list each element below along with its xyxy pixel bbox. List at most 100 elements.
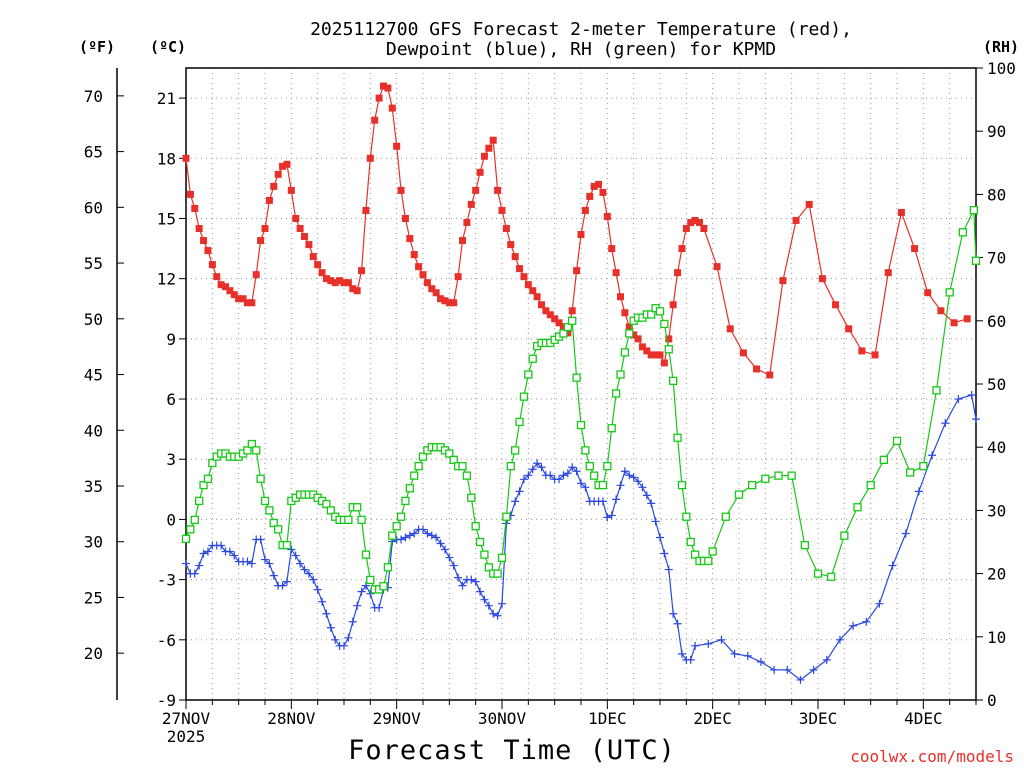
temperature-point: [924, 289, 932, 297]
rh-point: [559, 329, 568, 338]
temperature-point: [656, 351, 664, 359]
temperature-point: [445, 299, 453, 307]
fahrenheit-tick-label: 40: [84, 421, 103, 440]
dewpoint-point: [432, 533, 441, 542]
temperature-point: [208, 261, 216, 269]
temperature-point: [660, 359, 668, 367]
dewpoint-point: [555, 475, 564, 484]
temperature-point: [897, 208, 905, 216]
rh-point: [366, 575, 375, 585]
rh-point: [813, 569, 823, 578]
dewpoint-point: [704, 639, 713, 648]
dewpoint-point: [651, 517, 660, 526]
temperature-point: [393, 142, 401, 150]
dewpoint-point: [401, 533, 410, 542]
temperature-point: [182, 154, 190, 162]
rh-point: [945, 288, 954, 297]
dewpoint-point: [603, 513, 612, 522]
rh-point: [480, 550, 489, 559]
dewpoint-point: [972, 415, 980, 424]
temperature-point: [230, 291, 238, 299]
temperature-point: [603, 212, 611, 220]
dewpoint-point: [256, 535, 265, 544]
rh-point: [879, 455, 888, 464]
temperature-point: [595, 180, 603, 188]
rh-point: [677, 480, 687, 490]
temperature-point: [792, 216, 800, 224]
dewpoint-point: [537, 463, 546, 472]
temperature-point: [559, 323, 567, 331]
dewpoint-point: [941, 419, 950, 428]
dewpoint-point: [445, 553, 454, 562]
dewpoint-point: [656, 533, 664, 542]
rh-point: [669, 376, 678, 385]
dewpoint-point: [638, 483, 647, 492]
rh-point: [243, 446, 252, 455]
dewpoint-point: [835, 635, 844, 644]
temperature-point: [845, 325, 853, 333]
temperature-point: [375, 94, 383, 102]
dewpoint-point: [247, 559, 256, 568]
temperature-point: [270, 182, 278, 190]
dewpoint-point: [467, 575, 476, 584]
temperature-point: [467, 200, 475, 208]
dewpoint-point: [625, 471, 634, 480]
dewpoint-point: [190, 569, 199, 578]
temperature-point: [200, 237, 208, 245]
temperature-point: [186, 190, 194, 198]
rh-point: [620, 348, 630, 357]
x-tick-label: 3DEC: [799, 709, 838, 728]
rh-point: [704, 556, 713, 566]
temperature-point: [362, 206, 370, 214]
rh-point: [353, 503, 362, 512]
series-celsius: [182, 391, 980, 684]
rh-point: [405, 484, 414, 493]
temperature-point: [358, 267, 366, 275]
dewpoint-point: [313, 585, 322, 594]
dewpoint-point: [353, 601, 362, 610]
dewpoint-point: [269, 571, 278, 580]
temperature-point: [353, 287, 361, 295]
dewpoint-point: [427, 531, 436, 540]
rh-tick-label: 20: [987, 565, 1006, 584]
dewpoint-point: [484, 601, 493, 610]
dewpoint-point: [546, 471, 555, 480]
temperature-point: [463, 218, 471, 226]
dewpoint-point: [901, 529, 910, 538]
temperature-point: [252, 271, 260, 279]
temperature-point: [911, 245, 919, 253]
temperature-point: [963, 315, 971, 323]
temperature-point: [805, 200, 813, 208]
rh-point: [906, 468, 915, 477]
celsius-tick-label: 18: [157, 149, 176, 168]
rh-point: [598, 480, 608, 490]
dewpoint-point: [730, 649, 739, 658]
dewpoint-point: [616, 481, 625, 490]
temperature-point: [226, 287, 234, 295]
dewpoint-point: [629, 473, 638, 482]
dewpoint-point: [300, 565, 309, 574]
rh-tick-label: 10: [987, 628, 1006, 647]
rh-point: [581, 446, 590, 455]
temperature-point: [301, 233, 308, 241]
rh-point: [748, 480, 757, 490]
dewpoint-point: [217, 541, 226, 550]
temperature-point: [322, 275, 330, 283]
rh-point: [203, 474, 213, 483]
rh-point: [519, 392, 529, 401]
rh-point: [269, 518, 278, 528]
rh-point: [958, 228, 967, 237]
rh-point: [181, 534, 191, 543]
dewpoint-point: [340, 641, 348, 650]
dewpoint-point: [770, 665, 779, 674]
dewpoint-point: [454, 573, 463, 582]
dewpoint-point: [326, 623, 335, 632]
dewpoint-point: [796, 675, 805, 684]
dewpoint-point: [673, 619, 682, 628]
temperature-point: [397, 186, 405, 194]
dewpoint-point: [664, 565, 673, 574]
temperature-point: [283, 160, 291, 168]
rh-point: [761, 474, 770, 483]
rh-point: [721, 512, 730, 521]
chart-title-line1: 2025112700 GFS Forecast 2-meter Temperat…: [310, 19, 852, 40]
